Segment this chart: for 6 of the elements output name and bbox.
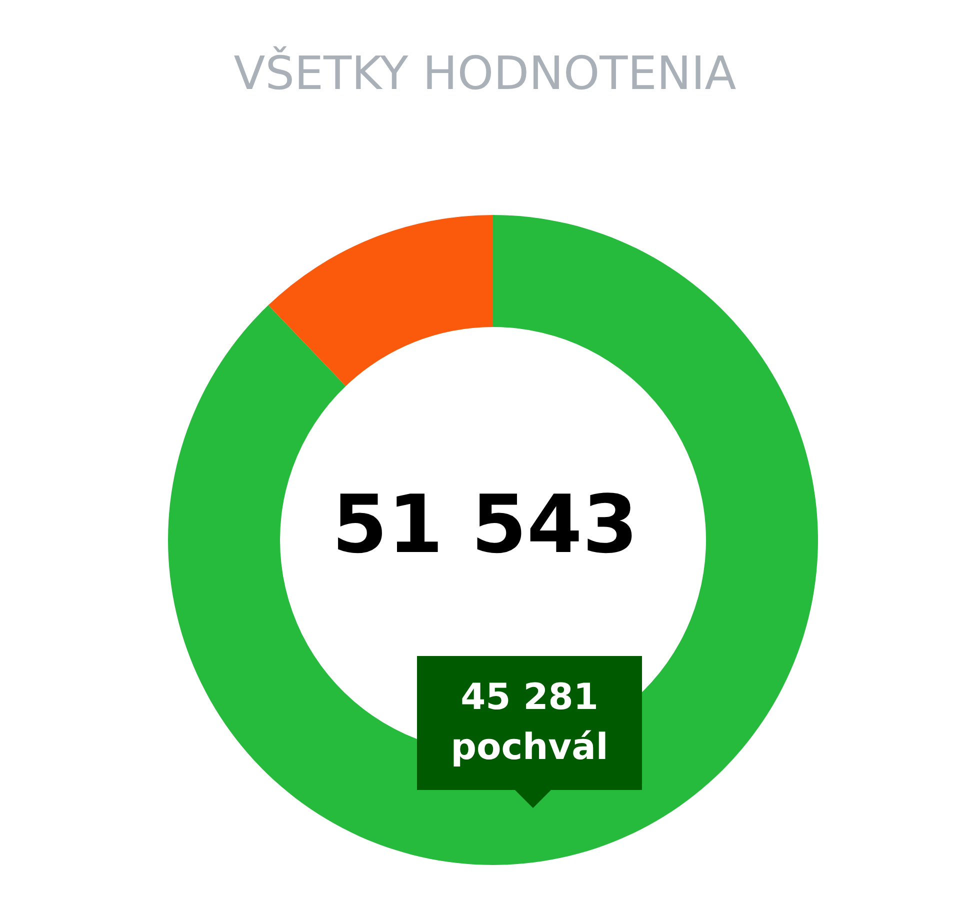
text: 51 543 [330,478,640,571]
data-label: 45 281 [460,676,600,720]
slice-label: pochvál [450,726,610,770]
donut-slice [168,215,818,864]
donut-slice [268,215,493,386]
chart-title: VŠETKY HODNOTENIA [232,46,738,100]
